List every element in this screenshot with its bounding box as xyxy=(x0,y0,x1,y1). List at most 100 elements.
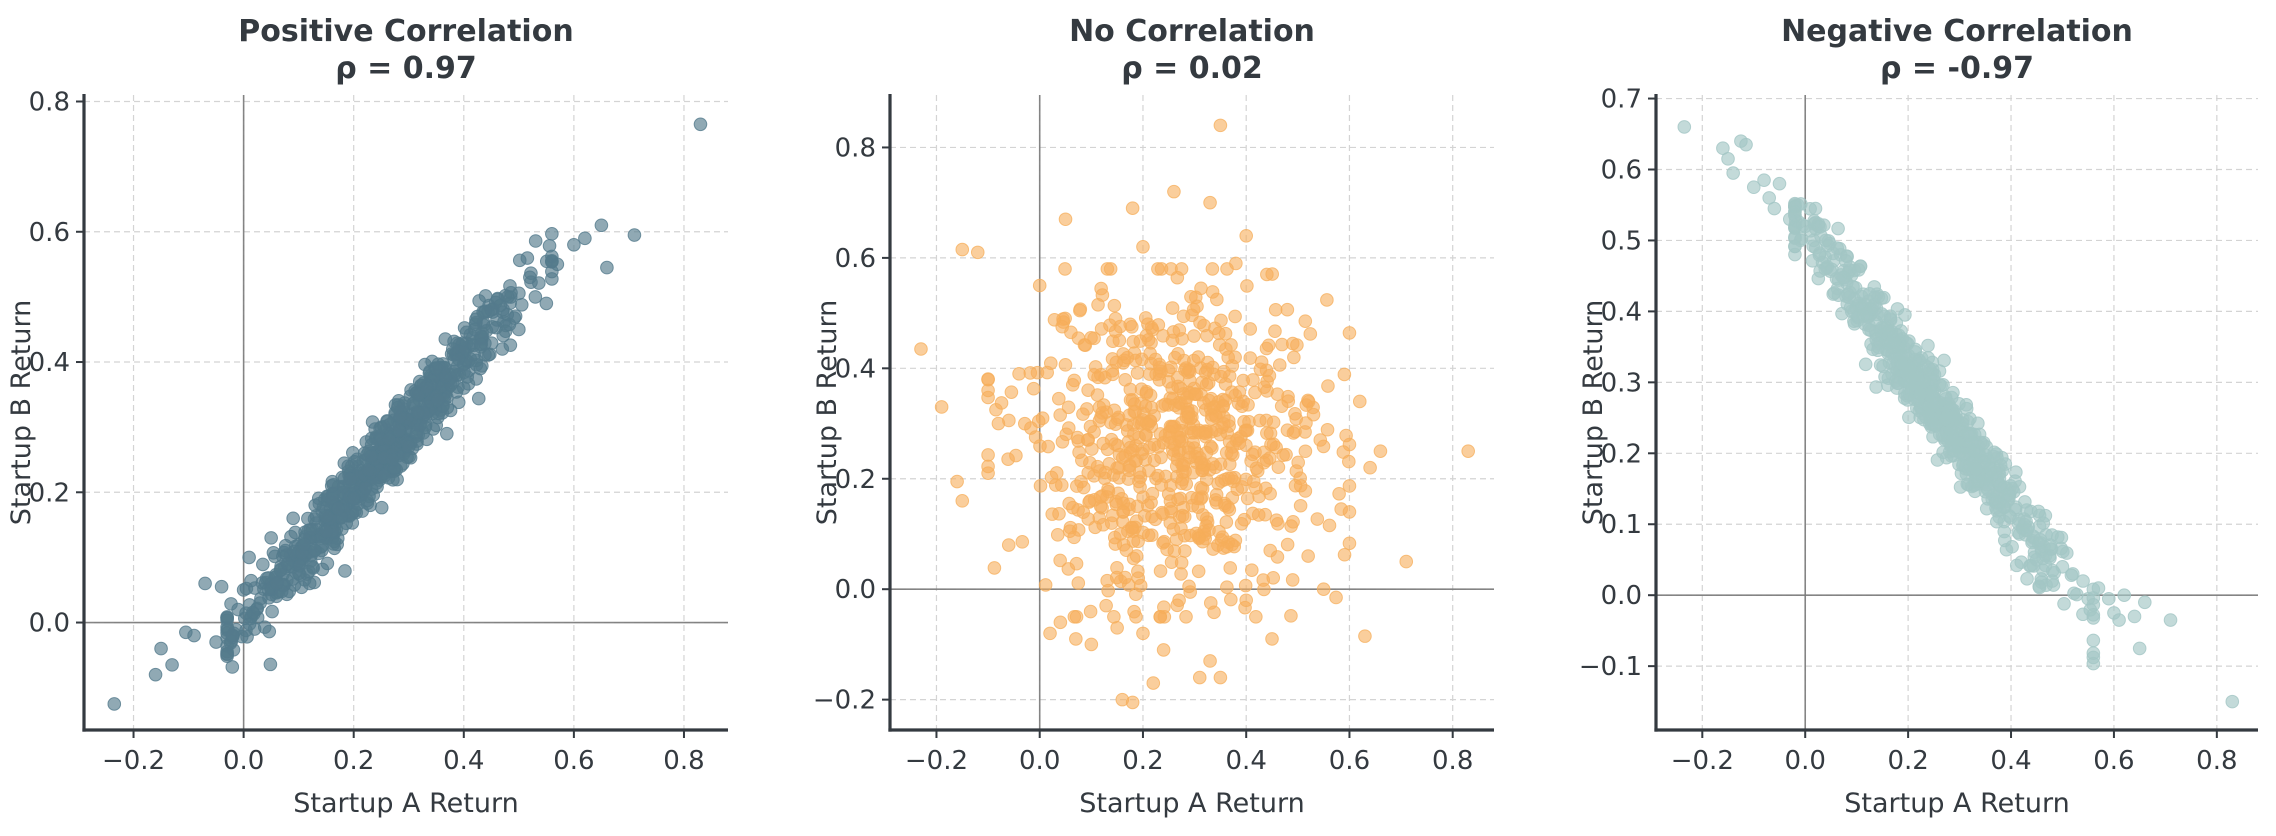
scatter-point xyxy=(1128,520,1142,535)
scatter-point xyxy=(445,342,460,356)
scatter-point xyxy=(1192,670,1207,685)
scatter-point xyxy=(2008,474,2022,488)
scatter-point xyxy=(1298,314,1313,328)
scatter-point xyxy=(495,342,510,356)
scatter-point xyxy=(1098,465,1113,480)
scatter-point xyxy=(1272,358,1287,372)
scatter-point xyxy=(594,218,609,233)
scatter-point xyxy=(1125,201,1140,215)
scatter-point xyxy=(1206,542,1220,556)
scatter-point xyxy=(1211,476,1225,491)
plot-area xyxy=(1656,95,2258,730)
scatter-point xyxy=(1088,360,1103,374)
y-tick-label: −0.1 xyxy=(1579,652,1642,682)
scatter-point xyxy=(2055,544,2070,559)
scatter-point xyxy=(1904,371,1919,385)
scatter-point xyxy=(2036,516,2051,530)
scatter-point xyxy=(1238,578,1253,593)
scatter-point xyxy=(198,576,212,591)
scatter-point xyxy=(1244,563,1259,577)
x-tick-label: 0.6 xyxy=(1329,746,1370,776)
scatter-point xyxy=(1298,444,1313,459)
scatter-point xyxy=(2005,539,2019,554)
y-axis-label: Startup B Return xyxy=(6,300,37,526)
scatter-point xyxy=(1153,610,1167,624)
scatter-point xyxy=(1164,262,1178,276)
scatter-point xyxy=(411,406,426,420)
x-tick-label: 0.6 xyxy=(553,746,594,776)
scatter-point xyxy=(1053,408,1067,422)
scatter-point xyxy=(1058,212,1073,227)
y-tick-label: 0.1 xyxy=(1601,510,1642,540)
scatter-point xyxy=(1184,289,1198,304)
scatter-point xyxy=(1721,152,1735,166)
scatter-point xyxy=(264,531,278,545)
scatter-point xyxy=(1050,528,1065,542)
scatter-point xyxy=(1053,553,1067,568)
y-tick-label: 0.8 xyxy=(29,88,70,118)
y-tick-label: 0.5 xyxy=(1601,226,1642,256)
scatter-point xyxy=(225,628,240,643)
scatter-point xyxy=(302,576,317,591)
scatter-point xyxy=(1265,632,1279,646)
scatter-point xyxy=(374,420,389,434)
scatter-point xyxy=(1286,426,1301,440)
scatter-point xyxy=(1108,311,1123,326)
scatter-point xyxy=(1851,263,1866,277)
scatter-point xyxy=(508,309,523,324)
scatter-point xyxy=(2225,694,2240,709)
scatter-point xyxy=(1191,564,1206,579)
scatter-point xyxy=(1206,457,1220,471)
scatter-point xyxy=(1240,279,1254,293)
scatter-point xyxy=(1122,408,1137,423)
y-tick-label: 0.2 xyxy=(835,465,876,495)
scatter-point xyxy=(297,537,311,552)
scatter-point xyxy=(1196,396,1211,410)
scatter-point xyxy=(1203,654,1217,668)
scatter-point xyxy=(1105,367,1120,382)
x-tick-label: 0.0 xyxy=(1019,746,1060,776)
scatter-point xyxy=(1146,676,1161,690)
scatter-point xyxy=(1266,571,1281,585)
scatter-point xyxy=(1126,534,1141,548)
scatter-point xyxy=(2018,495,2032,509)
scatter-point xyxy=(1739,137,1753,152)
scatter-point xyxy=(520,251,535,265)
scatter-point xyxy=(2031,504,2046,519)
scatter-point xyxy=(1882,355,1897,370)
scatter-point xyxy=(2081,591,2096,606)
scatter-point xyxy=(1316,439,1331,454)
y-tick-label: 0.0 xyxy=(835,575,876,605)
scatter-point xyxy=(1927,398,1942,413)
scatter-point xyxy=(501,290,515,304)
scatter-point xyxy=(269,576,284,591)
scatter-point xyxy=(498,324,513,339)
scatter-point xyxy=(1358,629,1372,643)
scatter-point xyxy=(1930,453,1945,467)
scatter-point xyxy=(280,557,295,571)
scatter-point xyxy=(1316,582,1331,596)
scatter-point xyxy=(1329,590,1343,605)
scatter-point xyxy=(627,228,642,242)
scatter-point xyxy=(1921,338,1935,353)
scatter-point xyxy=(1125,695,1140,710)
scatter-point xyxy=(1290,338,1304,352)
scatter-point xyxy=(148,667,163,682)
scatter-point xyxy=(1225,385,1239,399)
x-axis-label: Startup A Return xyxy=(1844,788,2069,819)
scatter-point xyxy=(1363,460,1377,475)
scatter-point xyxy=(1936,377,1950,392)
scatter-point xyxy=(401,439,416,454)
scatter-point xyxy=(1293,498,1308,513)
scatter-point xyxy=(1947,443,1962,458)
scatter-point xyxy=(2057,596,2071,611)
scatter-point xyxy=(1890,302,1905,316)
scatter-point xyxy=(1054,478,1069,492)
scatter-point xyxy=(2001,487,2016,501)
scatter-point xyxy=(1890,376,1905,390)
scatter-point xyxy=(1746,180,1761,195)
scatter-point xyxy=(301,511,315,526)
scatter-point xyxy=(1154,450,1168,465)
scatter-point xyxy=(1041,439,1055,454)
scatter-point xyxy=(319,509,334,524)
